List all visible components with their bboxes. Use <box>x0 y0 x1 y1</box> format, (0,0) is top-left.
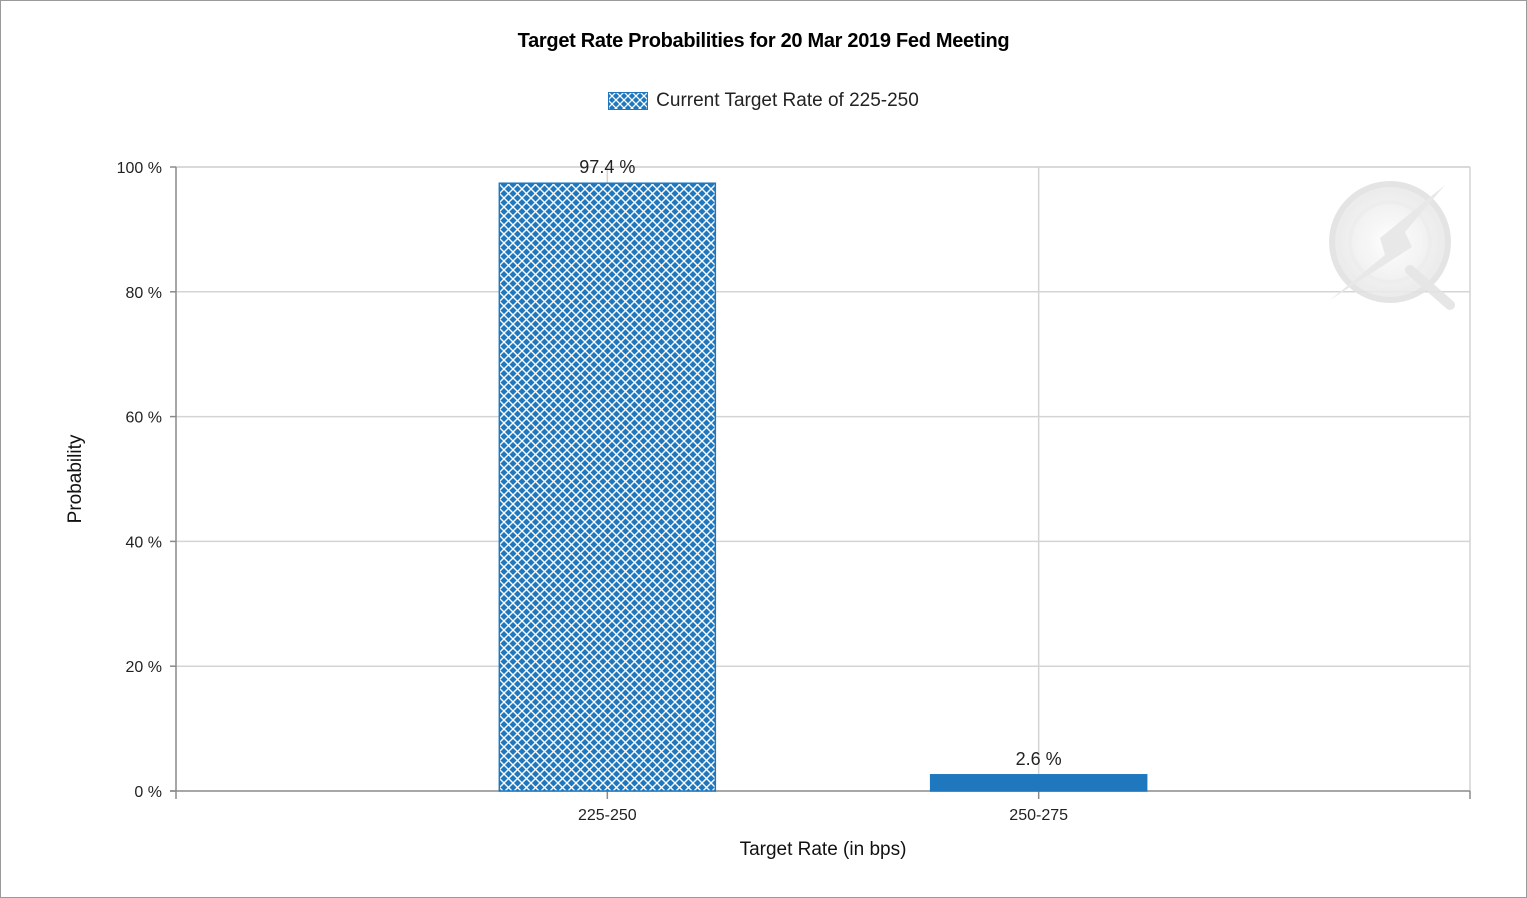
logo-watermark <box>1329 181 1455 310</box>
bar-225-250 <box>498 182 717 792</box>
y-tick-label: 20 % <box>126 659 162 676</box>
legend-label: Current Target Rate of 225-250 <box>656 90 919 111</box>
y-axis-title: Probability <box>65 434 86 523</box>
axes: 0 % 20 % 40 % 60 % 80 % 100 % <box>117 160 1471 801</box>
y-tick-label: 80 % <box>126 285 162 302</box>
y-tick-label: 40 % <box>126 534 162 551</box>
bar-data-label: 97.4 % <box>579 157 635 177</box>
y-tick-label: 100 % <box>117 160 162 177</box>
y-tick-label: 0 % <box>134 784 162 801</box>
labels: 97.4 % 225-250 2.6 % 250-275 Target Rate (in… <box>65 157 1068 860</box>
x-axis-title: Target Rate (in bps) <box>740 839 907 860</box>
x-tick-label: 225-250 <box>578 807 637 824</box>
legend-swatch-crosshatch <box>608 92 649 110</box>
chart-title: Target Rate Probabilities for 20 Mar 201… <box>517 30 1010 52</box>
x-tick-label: 250-275 <box>1009 807 1068 824</box>
y-tick-label: 60 % <box>126 410 162 427</box>
bar-250-275 <box>929 774 1148 792</box>
chart-legend: Current Target Rate of 225-250 <box>0 90 1527 112</box>
bars <box>498 182 1148 792</box>
grid-lines <box>176 166 1471 791</box>
bar-data-label: 2.6 % <box>1016 749 1062 769</box>
